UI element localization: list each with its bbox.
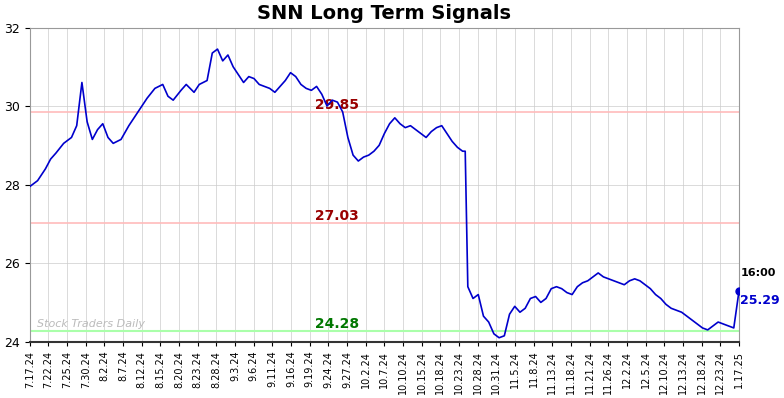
Text: 16:00: 16:00 [740, 269, 776, 279]
Text: 25.29: 25.29 [740, 294, 780, 307]
Text: 29.85: 29.85 [310, 98, 359, 112]
Text: 27.03: 27.03 [310, 209, 358, 223]
Text: Stock Traders Daily: Stock Traders Daily [37, 319, 145, 329]
Title: SNN Long Term Signals: SNN Long Term Signals [257, 4, 511, 23]
Text: 24.28: 24.28 [310, 317, 359, 331]
